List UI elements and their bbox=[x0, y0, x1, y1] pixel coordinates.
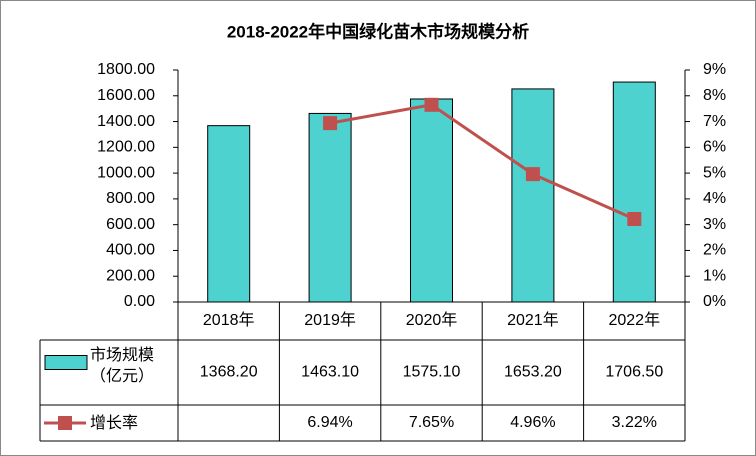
table-value: 1368.20 bbox=[200, 364, 258, 381]
category-label: 2019年 bbox=[304, 311, 356, 329]
y2-tick-label: 7% bbox=[703, 113, 726, 130]
y2-tick-label: 8% bbox=[703, 87, 726, 104]
bar bbox=[308, 112, 352, 303]
category-label: 2020年 bbox=[406, 311, 458, 329]
table-value: 3.22% bbox=[612, 414, 657, 431]
y2-tick-label: 4% bbox=[703, 190, 726, 207]
table-value: 7.65% bbox=[409, 414, 454, 431]
table-value: 1463.10 bbox=[301, 364, 359, 381]
y2-tick-label: 9% bbox=[703, 61, 726, 78]
y-tick-label: 1000.00 bbox=[97, 164, 155, 181]
bar bbox=[410, 98, 453, 303]
y2-tick-label: 0% bbox=[703, 293, 726, 310]
line-marker bbox=[627, 211, 642, 226]
category-label: 2021年 bbox=[507, 311, 559, 329]
legend-key bbox=[58, 416, 72, 430]
y-tick-label: 1800.00 bbox=[97, 61, 155, 78]
chart-title: 2018-2022年中国绿化苗木市场规模分析 bbox=[227, 21, 529, 41]
line-marker bbox=[525, 167, 540, 182]
y-tick-label: 1400.00 bbox=[97, 113, 155, 130]
y-tick-label: 1600.00 bbox=[97, 87, 155, 104]
y2-tick-label: 1% bbox=[703, 267, 726, 284]
table-value: 1706.50 bbox=[605, 364, 663, 381]
line-marker bbox=[424, 97, 439, 112]
y-tick-label: 1200.00 bbox=[97, 139, 155, 156]
table-value: 4.96% bbox=[510, 414, 555, 431]
y-tick-label: 200.00 bbox=[106, 267, 155, 284]
category-label: 2022年 bbox=[608, 311, 660, 329]
series-name: 市场规模（亿元） bbox=[90, 345, 155, 385]
category-label: 2018年 bbox=[203, 311, 255, 329]
legend-entry: 增长率 bbox=[90, 413, 139, 432]
y2-tick-label: 6% bbox=[703, 139, 726, 156]
y-tick-label: 400.00 bbox=[106, 242, 155, 259]
y2-tick-label: 3% bbox=[703, 216, 726, 233]
bar bbox=[511, 88, 555, 303]
y-tick-label: 800.00 bbox=[106, 190, 155, 207]
table-value: 6.94% bbox=[307, 414, 352, 431]
table-value: 1653.20 bbox=[504, 364, 562, 381]
table-value: 1575.10 bbox=[403, 364, 461, 381]
bar bbox=[207, 125, 251, 303]
bar bbox=[612, 81, 656, 303]
y2-tick-label: 5% bbox=[703, 164, 726, 181]
legend-key bbox=[44, 355, 88, 370]
y-tick-label: 0.00 bbox=[124, 293, 155, 310]
line-marker bbox=[323, 116, 338, 131]
series-name: 增长率 bbox=[90, 413, 139, 432]
legend-entry: 市场规模（亿元） bbox=[90, 345, 155, 385]
growth-line bbox=[329, 103, 635, 221]
y2-tick-label: 2% bbox=[703, 242, 726, 259]
y-tick-label: 600.00 bbox=[106, 216, 155, 233]
